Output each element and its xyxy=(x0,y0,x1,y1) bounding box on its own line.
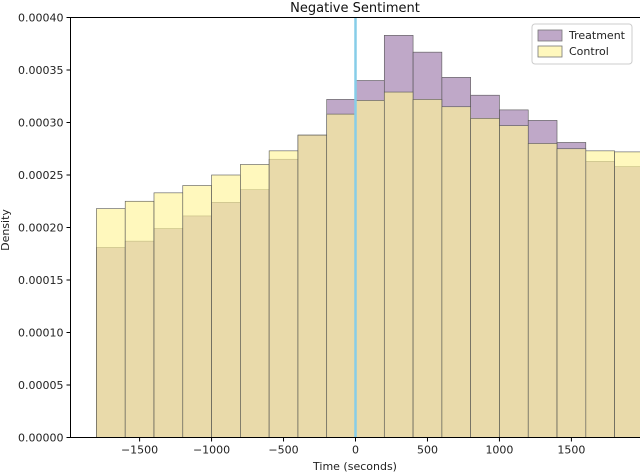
bar-control-10 xyxy=(383,91,414,438)
bar-control-18 xyxy=(614,151,640,438)
x-tick-label-0: −1500 xyxy=(121,444,158,457)
y-axis-label: Density xyxy=(0,209,12,251)
bar-control-3 xyxy=(182,185,212,438)
legend-label-control: Control xyxy=(569,45,609,58)
x-tick-label-3: 0 xyxy=(352,444,359,457)
y-tick-label-2: 0.00010 xyxy=(18,327,64,340)
x-axis-label: Time (seconds) xyxy=(312,460,397,472)
x-tick-label-5: 1000 xyxy=(485,444,513,457)
bar-control-16 xyxy=(556,148,587,438)
bar-control-4 xyxy=(211,174,241,438)
y-tick-label-4: 0.00020 xyxy=(18,222,64,235)
y-axis: 0.00000 0.00005 0.00010 0.00015 0.00020 0.000… xyxy=(18,12,71,445)
legend: Treatment Control xyxy=(531,23,633,65)
bars-layer xyxy=(96,35,640,438)
bar-control-6 xyxy=(268,150,299,438)
legend-swatch-control xyxy=(537,45,563,58)
bar-control-15 xyxy=(527,143,558,438)
bar-control-12 xyxy=(441,106,471,438)
y-tick-label-6: 0.00030 xyxy=(18,117,64,130)
legend-label-treatment: Treatment xyxy=(568,29,626,42)
x-tick-label-6: 1500 xyxy=(557,444,585,457)
y-tick-label-0: 0.00000 xyxy=(18,432,64,445)
x-tick-label-2: −500 xyxy=(268,444,298,457)
x-tick-label-1: −1000 xyxy=(193,444,230,457)
y-tick-label-8: 0.00040 xyxy=(18,12,64,25)
legend-swatch-treatment xyxy=(537,29,563,42)
y-tick-label-1: 0.00005 xyxy=(18,379,64,392)
bar-control-14 xyxy=(499,125,529,438)
x-tick-label-4: 500 xyxy=(417,444,438,457)
x-axis: −1500 −1000 −500 0 500 1000 1500 xyxy=(121,437,585,457)
bar-control-17 xyxy=(585,150,615,438)
bar-control-7 xyxy=(297,134,328,438)
bar-control-9 xyxy=(355,100,385,438)
bar-control-2 xyxy=(153,192,184,438)
bar-control-8 xyxy=(326,113,356,438)
bar-control-5 xyxy=(240,164,270,438)
y-tick-label-7: 0.00035 xyxy=(18,64,64,77)
bar-control-11 xyxy=(412,99,443,438)
chart-title: Negative Sentiment xyxy=(290,1,420,16)
y-tick-label-5: 0.00025 xyxy=(18,169,64,182)
bar-control-13 xyxy=(470,118,500,438)
y-tick-label-3: 0.00015 xyxy=(18,274,64,287)
bar-control-1 xyxy=(124,200,155,438)
bar-control-0 xyxy=(96,208,126,438)
